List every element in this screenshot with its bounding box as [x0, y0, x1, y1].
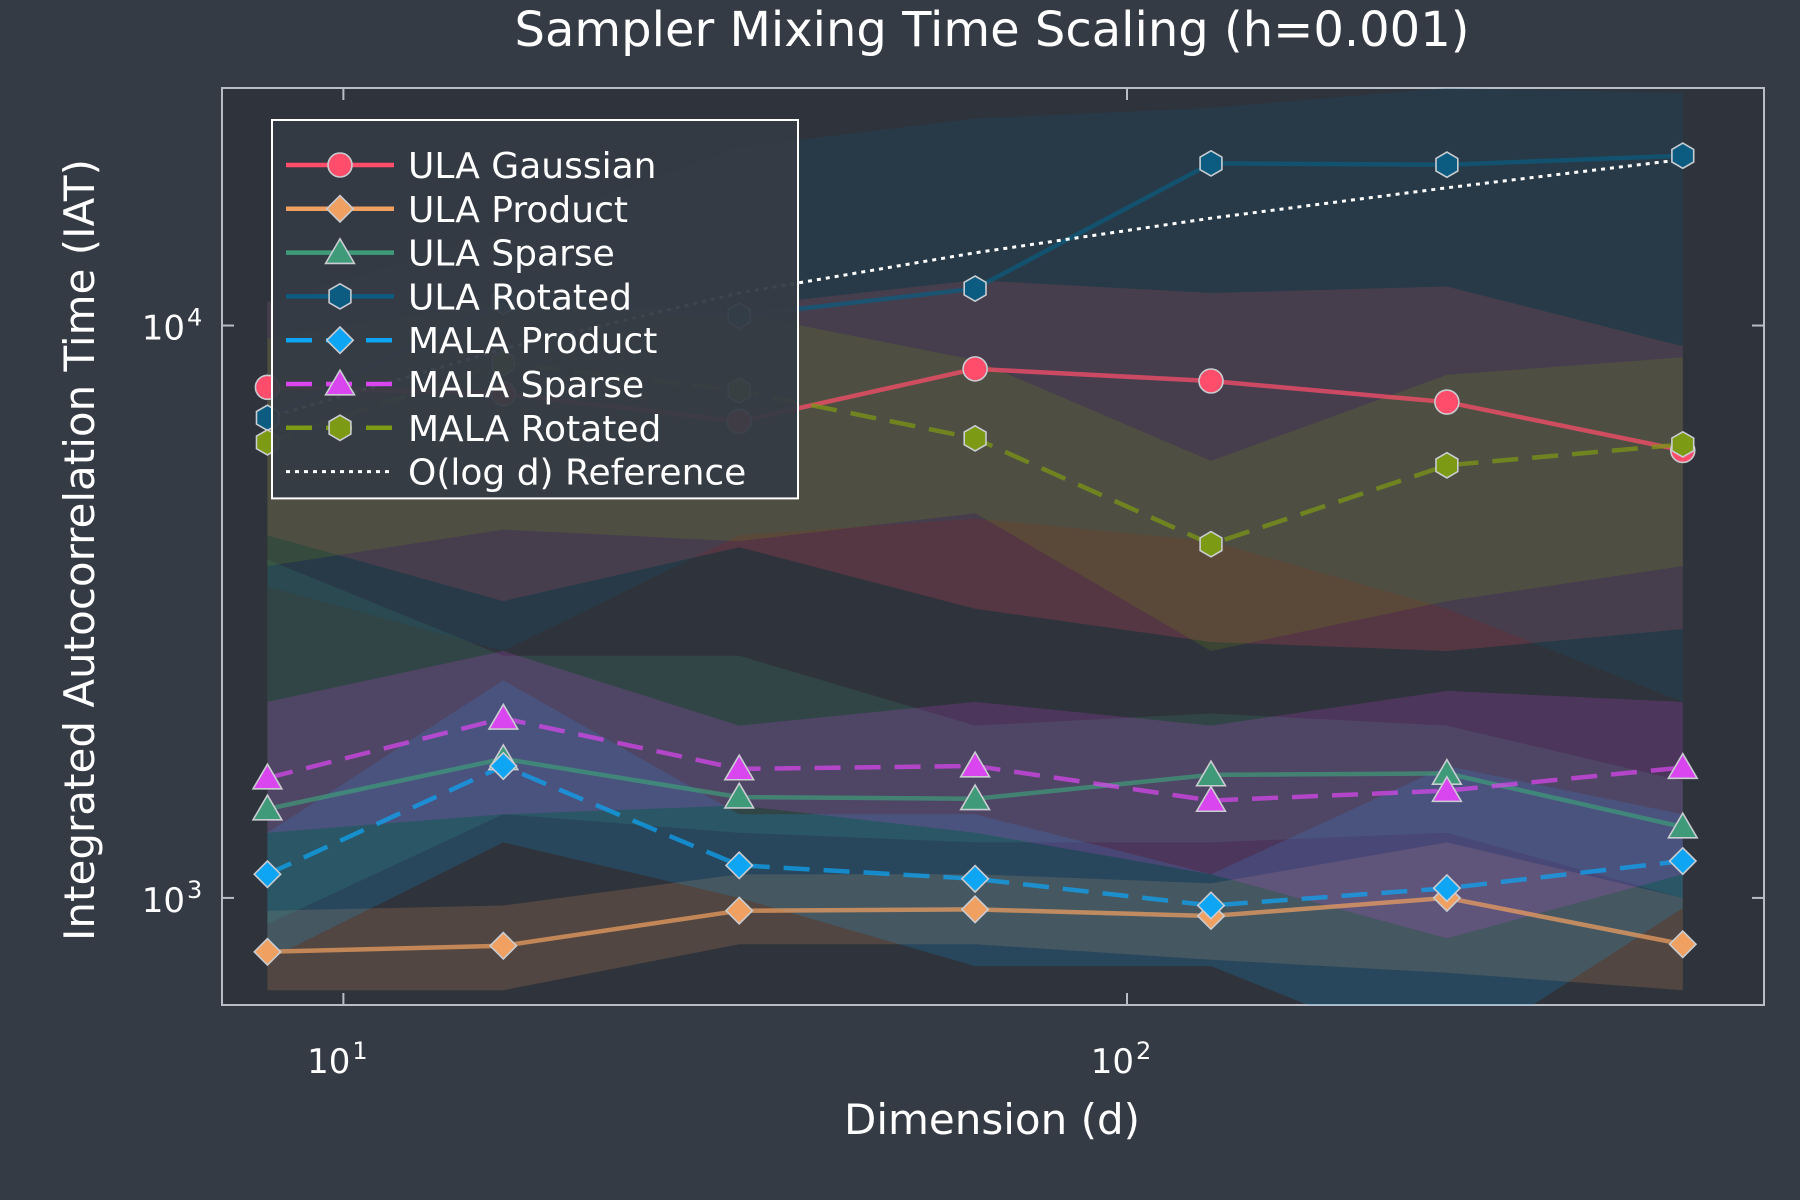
point-ula-product-32	[724, 896, 754, 925]
point-ula-rotated-256	[1435, 151, 1459, 179]
point-ula-product-16	[489, 931, 518, 961]
point-ula-gaussian-256	[1434, 389, 1460, 415]
legend-label-mala-product: MALA Product	[408, 321, 657, 362]
point-ula-product-64	[960, 895, 990, 924]
point-ula-gaussian-128	[1198, 368, 1224, 394]
point-mala-product-8	[253, 859, 282, 889]
legend-marker-mala-sparse	[324, 368, 356, 396]
point-mala-rotated-512	[1671, 430, 1695, 458]
point-ula-rotated-512	[1671, 142, 1695, 170]
legend-label-mala-sparse: MALA Sparse	[408, 365, 644, 406]
band-mala-product	[267, 680, 1683, 1005]
point-mala-sparse-8	[251, 762, 284, 790]
point-ula-sparse-64	[959, 783, 991, 811]
point-ula-sparse-8	[251, 793, 284, 821]
point-mala-sparse-256	[1431, 775, 1463, 803]
legend-marker-mala-product	[325, 325, 355, 355]
legend-label-mala-rotated: MALA Rotated	[408, 409, 661, 450]
legend-label-ula-gaussian: ULA Gaussian	[408, 146, 656, 187]
point-ula-sparse-512	[1666, 811, 1699, 839]
band-ula-sparse	[267, 559, 1683, 925]
legend-marker-ula-sparse	[324, 237, 356, 265]
legend-marker-ula-rotated	[328, 282, 352, 310]
point-mala-rotated-64	[963, 424, 987, 452]
point-mala-sparse-32	[723, 753, 756, 781]
legend-box	[271, 119, 799, 500]
x-tick-label-100: 102	[1091, 1037, 1152, 1082]
chart-title: Sampler Mixing Time Scaling (h=0.001)	[515, 2, 1470, 58]
point-mala-rotated-256	[1435, 451, 1459, 479]
point-mala-product-32	[724, 851, 754, 880]
legend-label-ula-rotated: ULA Rotated	[408, 277, 632, 318]
legend-marker-ula-gaussian	[327, 152, 353, 178]
legend-marker-mala-rotated	[328, 414, 352, 442]
point-mala-product-256	[1432, 873, 1462, 903]
point-ula-rotated-64	[963, 275, 987, 303]
point-mala-product-512	[1668, 846, 1698, 876]
point-mala-rotated-128	[1199, 530, 1223, 558]
legend-marker-ula-product	[325, 194, 355, 224]
point-mala-sparse-128	[1195, 785, 1227, 813]
legend-label-ula-product: ULA Product	[408, 190, 628, 231]
legend-label-ula-sparse: ULA Sparse	[408, 234, 615, 275]
point-mala-sparse-64	[959, 750, 991, 778]
point-ula-rotated-128	[1199, 149, 1223, 177]
point-ula-product-512	[1668, 929, 1698, 959]
point-mala-product-16	[489, 751, 518, 781]
x-axis-label: Dimension (d)	[844, 1095, 1140, 1144]
point-mala-sparse-16	[487, 702, 520, 730]
point-mala-product-128	[1196, 891, 1226, 920]
point-ula-product-8	[253, 937, 282, 967]
point-mala-product-64	[960, 864, 990, 894]
point-ula-sparse-32	[723, 781, 756, 809]
legend-label-o-log-d-reference: O(log d) Reference	[408, 453, 746, 494]
point-ula-gaussian-64	[962, 356, 988, 382]
y-axis-label: Integrated Autocorrelation Time (IAT)	[55, 159, 104, 941]
point-mala-sparse-512	[1666, 752, 1699, 780]
